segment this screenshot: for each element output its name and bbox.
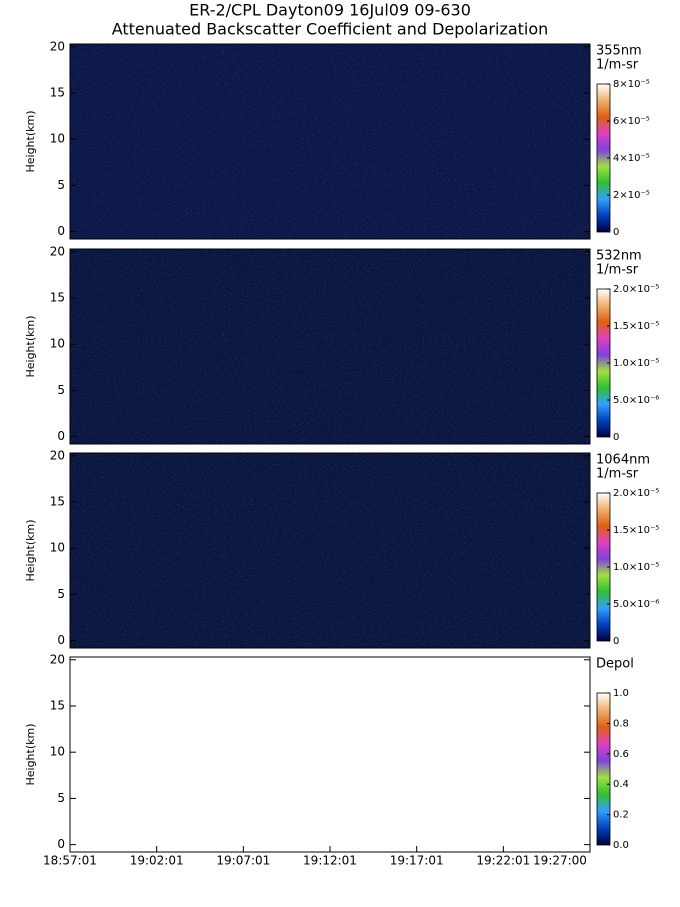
y-tick-label: 5 [57, 587, 65, 601]
x-tick-label: 19:27:00 [533, 854, 587, 868]
colorbar-tick-label: 2×10⁻⁵ [613, 190, 650, 201]
colorbar-tick-label: 2.0×10⁻⁵ [613, 488, 659, 499]
y-tick-label: 0 [57, 224, 65, 238]
x-tick-label: 19:02:01 [130, 854, 184, 868]
colorbar-tick-label: 2.0×10⁻⁵ [613, 284, 659, 295]
colorbar-tick-label: 0 [613, 432, 619, 443]
colorbar-tick-label: 0.6 [613, 749, 629, 760]
colorbar-label: 532nm [596, 249, 642, 264]
y-tick-label: 10 [50, 132, 65, 146]
y-tick-label: 10 [50, 337, 65, 351]
y-tick-label: 0 [57, 633, 65, 647]
colorbar-tick-label: 1.5×10⁻⁵ [613, 321, 659, 332]
texture [70, 249, 590, 444]
colorbar-label: 355nm [596, 44, 642, 59]
chart-title: Attenuated Backscatter Coefficient and D… [112, 20, 549, 39]
plot-frame [69, 248, 591, 445]
colorbar-tick-label: 5.0×10⁻⁶ [613, 599, 659, 610]
colorbar-label: 1064nm [596, 453, 650, 468]
y-tick-label: 5 [57, 383, 65, 397]
y-axis-label: Height(km) [24, 110, 37, 172]
colorbar-label: 1/m-sr [596, 467, 639, 482]
y-tick-label: 15 [50, 698, 65, 712]
y-tick-label: 10 [50, 541, 65, 555]
colorbar-tick-label: 0 [613, 227, 619, 238]
y-tick-label: 15 [50, 494, 65, 508]
colorbar-tick-label: 1.0×10⁻⁵ [613, 358, 659, 369]
colorbar-label: 1/m-sr [596, 263, 639, 278]
y-tick-label: 20 [50, 448, 65, 462]
colorbar-label: 1/m-sr [596, 58, 639, 73]
colorbar-tick-label: 1.0×10⁻⁵ [613, 562, 659, 573]
colorbar-tick-label: 6×10⁻⁵ [613, 116, 650, 127]
colorbar-tick-label: 8×10⁻⁵ [613, 79, 650, 90]
colorbar-tick-label: 0.2 [613, 810, 629, 821]
y-tick-label: 15 [50, 290, 65, 304]
colorbar-tick-label: 1.0 [613, 688, 629, 699]
colorbar-tick-label: 0.8 [613, 718, 629, 729]
plot-background [70, 657, 590, 852]
plot-frame [69, 452, 591, 649]
y-axis-label: Height(km) [24, 315, 37, 377]
colorbar-label: Depol [596, 657, 634, 672]
y-tick-label: 20 [50, 652, 65, 666]
colorbar-tick-label: 0.0 [613, 840, 629, 851]
colorbar-tick-label: 4×10⁻⁵ [613, 153, 650, 164]
colorbar-tick-label: 1.5×10⁻⁵ [613, 525, 659, 536]
colorbar-tick-label: 0.4 [613, 779, 629, 790]
y-axis-label: Height(km) [24, 723, 37, 785]
chart-title: ER-2/CPL Dayton09 16Jul09 09-630 [189, 1, 471, 20]
x-tick-label: 19:17:01 [390, 854, 444, 868]
y-tick-label: 5 [57, 791, 65, 805]
plot-frame [69, 43, 591, 240]
y-tick-label: 20 [50, 39, 65, 53]
y-tick-label: 0 [57, 837, 65, 851]
y-tick-label: 20 [50, 244, 65, 258]
texture [70, 453, 590, 648]
x-tick-label: 18:57:01 [43, 854, 97, 868]
colorbar-tick-label: 5.0×10⁻⁶ [613, 395, 659, 406]
y-tick-label: 0 [57, 429, 65, 443]
x-tick-label: 19:22:01 [476, 854, 530, 868]
colorbar [596, 692, 611, 846]
y-tick-label: 10 [50, 745, 65, 759]
y-axis-label: Height(km) [24, 519, 37, 581]
x-tick-label: 19:12:01 [303, 854, 357, 868]
texture [70, 44, 590, 239]
y-tick-label: 15 [50, 85, 65, 99]
x-tick-label: 19:07:01 [216, 854, 270, 868]
colorbar-tick-label: 0 [613, 636, 619, 647]
y-tick-label: 5 [57, 178, 65, 192]
